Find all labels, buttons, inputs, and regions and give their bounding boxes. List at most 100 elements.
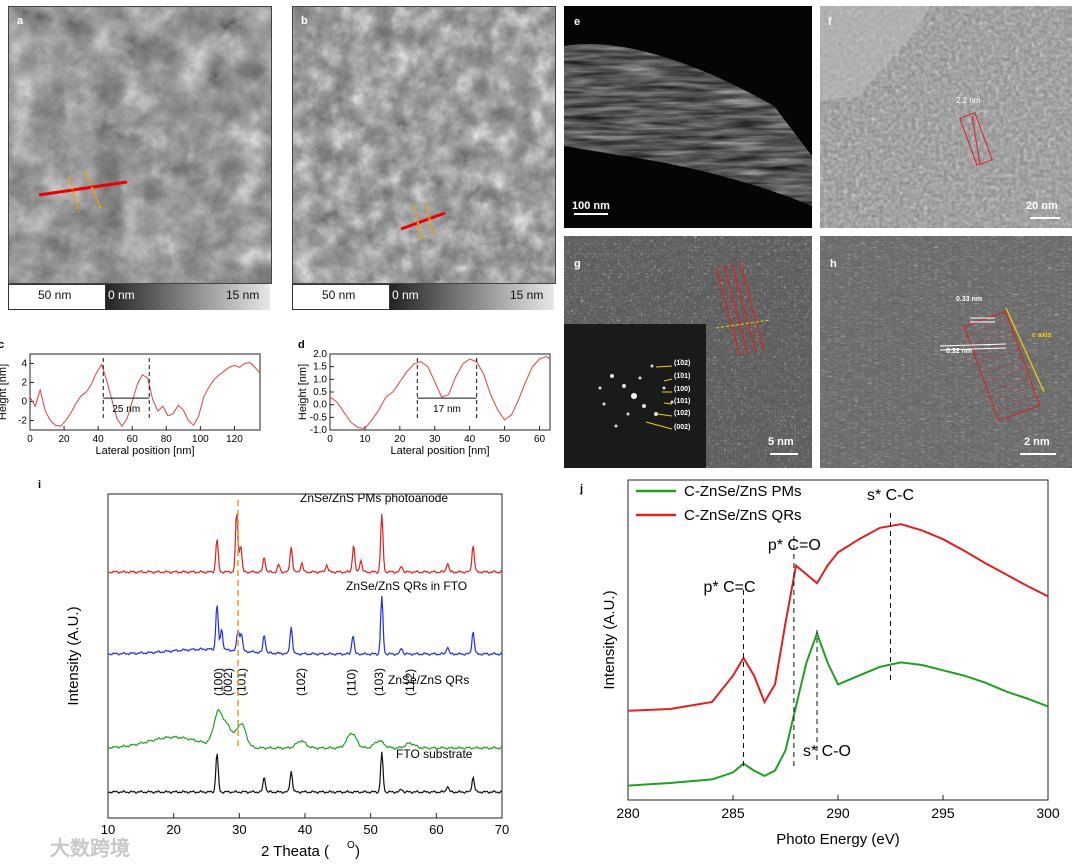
panel-label: e [574,16,581,28]
x-tick-label: 300 [1036,805,1060,821]
chart-d-height-profile: d 0 10 20 30 40 50 60 -1.0 -0.50.0 0.5 1.01.5 2.0 Lat… [297,339,551,457]
y-tick-label: 0.5 [313,387,327,398]
peak-label: (002) [221,668,235,696]
peak-label: (100) [211,668,225,696]
x-tick-label: 280 [616,805,640,821]
y-tick-label: 1.0 [313,374,327,385]
annotation-label: s* C-O [803,743,851,760]
x-tick-label: 295 [931,805,955,821]
annotation-label: s* C-C [867,487,914,504]
series-line [107,513,503,575]
x-tick-label: 60 [534,434,546,445]
x-axis-label: Lateral position [nm] [390,445,489,457]
y-tick-label: 4 [21,359,27,370]
y-axis-label: Intensity (A.U.) [65,606,82,705]
scale-min: 0 nm [392,288,419,302]
fft-label-3: (100) [674,386,691,393]
x-tick-label: 20 [59,434,71,445]
x-tick-label: 0 [327,434,333,445]
y-axis-label: Intensity (A.U.) [601,590,618,689]
x-tick-label: 10 [359,434,371,445]
panel-b-afm-image: b [292,6,556,284]
series-line [107,708,503,751]
panel-label: a [17,15,24,27]
plot-frame [329,353,551,431]
panel-label: j [579,483,583,495]
afm-texture-b [293,7,555,283]
annotation-label: p* C=O [768,537,821,554]
x-tick-label: 20 [166,822,180,837]
chart-i-xrd: i 10 20 30 40 50 60 70 2 Theata (O) Intensity (A.… [38,479,509,860]
scale-length: 50 nm [322,288,356,302]
annotation-label: p* C=C [704,579,756,596]
distance-label: 17 nm [433,404,461,415]
plot-frame [107,493,503,819]
series-line [107,751,503,795]
x-tick-label: 20 [394,434,406,445]
afm-texture-a [9,7,271,283]
peak-label: (112) [403,669,417,696]
series-line [627,523,1049,712]
panel-a-afm-image: a [8,6,272,284]
x-tick-label: 285 [721,805,745,821]
x-axis-label-sup: O [347,840,355,851]
y-tick-label: 2.0 [313,349,327,360]
scale-label: 5 nm [768,436,794,448]
profile-line [29,361,261,428]
peak-label: (110) [345,669,359,696]
series-label: ZnSe/ZnS QRs in FTO [346,579,467,593]
panel-e-tem-image: e 100 nm [564,6,812,228]
scale-min: 0 nm [108,288,135,302]
x-tick-label: 80 [161,434,173,445]
series-label: ZnSe/ZnS QRs [388,673,469,687]
x-tick-label: 30 [429,434,441,445]
panel-label: g [574,258,581,270]
x-axis-label: 2 Theata ( [261,843,329,860]
panel-a-scale: 50 nm 0 nm 15 nm [8,284,270,310]
distance-label: 25 nm [112,404,140,415]
fft-label-6: (002) [674,424,691,431]
fft-label-4: (101) [674,398,691,405]
x-axis-label: Photo Energy (eV) [776,831,899,848]
legend-label: C-ZnSe/ZnS PMs [684,483,802,500]
y-tick-label: 2 [21,378,27,389]
panel-label: i [38,479,41,491]
panel-label: b [301,15,308,27]
c-axis-annotation: c axis [1032,332,1052,339]
panel-b-scale: 50 nm 0 nm 15 nm [292,284,554,310]
y-tick-label: 1.5 [313,362,327,373]
scale-max: 15 nm [226,288,260,302]
y-tick-label: 0.0 [313,400,327,411]
legend-label: C-ZnSe/ZnS QRs [684,507,802,524]
series-line [627,630,1049,787]
x-tick-label: 10 [101,822,115,837]
x-axis-label-end: ) [355,843,360,860]
peak-label: (102) [294,668,308,696]
panel-g-hrtem-image: g (1̅02) (1̅01) (100) (101) (102) (002) … [564,236,812,468]
fft-label-2: (1̅01) [674,373,691,380]
y-axis-label: Height [nm] [0,364,9,420]
scale-length: 50 nm [38,288,72,302]
y-tick-label: -1.0 [310,425,328,436]
lattice-annotation-1: 0.33 nm [956,296,983,303]
series-label: ZnSe/ZnS PMs photoanode [300,491,448,505]
x-tick-label: 40 [93,434,105,445]
x-tick-label: 50 [499,434,511,445]
series-label: FTO substrate [396,747,473,761]
lattice-annotation-2: 0.32 nm [946,348,973,355]
profile-line [329,355,551,430]
fft-label-5: (102) [674,410,691,417]
lattice-annotation: 2.2 nm [956,96,981,105]
afm-profile-line [38,180,128,197]
panel-label: d [298,339,305,351]
y-axis-label: Height [nm] [297,364,309,420]
afm-profile-line [400,211,446,231]
x-tick-label: 30 [232,822,246,837]
x-tick-label: 60 [127,434,139,445]
y-tick-label: 0 [21,397,27,408]
chart-j-xanes: j 280 285 290 295 300 Photo Energy (eV) Intensi… [579,479,1060,848]
x-tick-label: 0 [27,434,33,445]
scale-label: 100 nm [572,200,610,212]
y-tick-label: -0.5 [310,412,328,423]
